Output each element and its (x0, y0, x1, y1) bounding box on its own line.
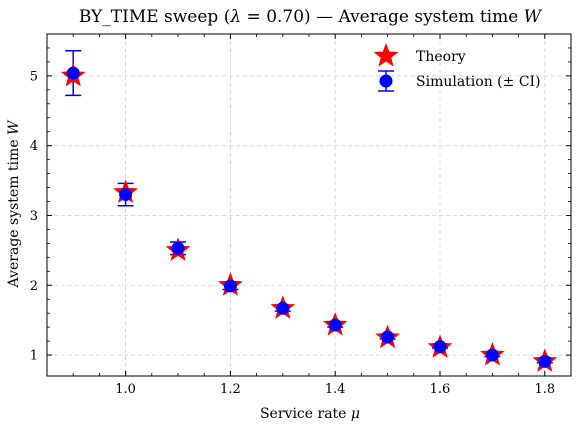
simulation-point (119, 188, 133, 202)
simulation-point (381, 330, 395, 344)
legend-theory-label: Theory (416, 49, 466, 65)
legend-circle (379, 74, 393, 88)
x-tick-label: 1.2 (220, 382, 241, 397)
legend-theory-marker (373, 43, 399, 67)
simulation-series (66, 66, 552, 368)
x-tick-label: 1.8 (534, 382, 555, 397)
simulation-point (171, 241, 185, 255)
y-tick-label: 5 (30, 69, 38, 84)
legend-simulation-marker (378, 70, 394, 92)
y-axis-label: Average system time W (6, 119, 22, 289)
grid (47, 34, 571, 376)
chart-title: BY_TIME sweep (λ = 0.70) — Average syste… (79, 7, 543, 27)
theory-series (60, 62, 558, 372)
legend-simulation-label: Simulation (± CI) (416, 74, 541, 90)
legend: Theory Simulation (± CI) (373, 43, 541, 92)
y-tick-label: 1 (30, 349, 38, 364)
plot-area (46, 33, 572, 377)
simulation-point (328, 318, 342, 332)
simulation-point (223, 279, 237, 293)
simulation-point (276, 301, 290, 315)
x-tick-label: 1.0 (115, 382, 136, 397)
simulation-point (538, 354, 552, 368)
y-tick-label: 3 (30, 209, 38, 224)
y-tick-label: 4 (30, 139, 38, 154)
simulation-point (485, 348, 499, 362)
legend-star (373, 43, 399, 67)
simulation-point (433, 340, 447, 354)
error-bars (65, 50, 553, 364)
simulation-point (66, 66, 80, 80)
x-tick-label: 1.6 (430, 382, 451, 397)
x-axis-label: Service rate μ (260, 406, 360, 422)
x-tick-label: 1.4 (325, 382, 346, 397)
ticks: 1.0 1.2 1.4 1.6 1.8 1 2 3 4 5 (30, 34, 571, 397)
y-tick-label: 2 (30, 279, 38, 294)
